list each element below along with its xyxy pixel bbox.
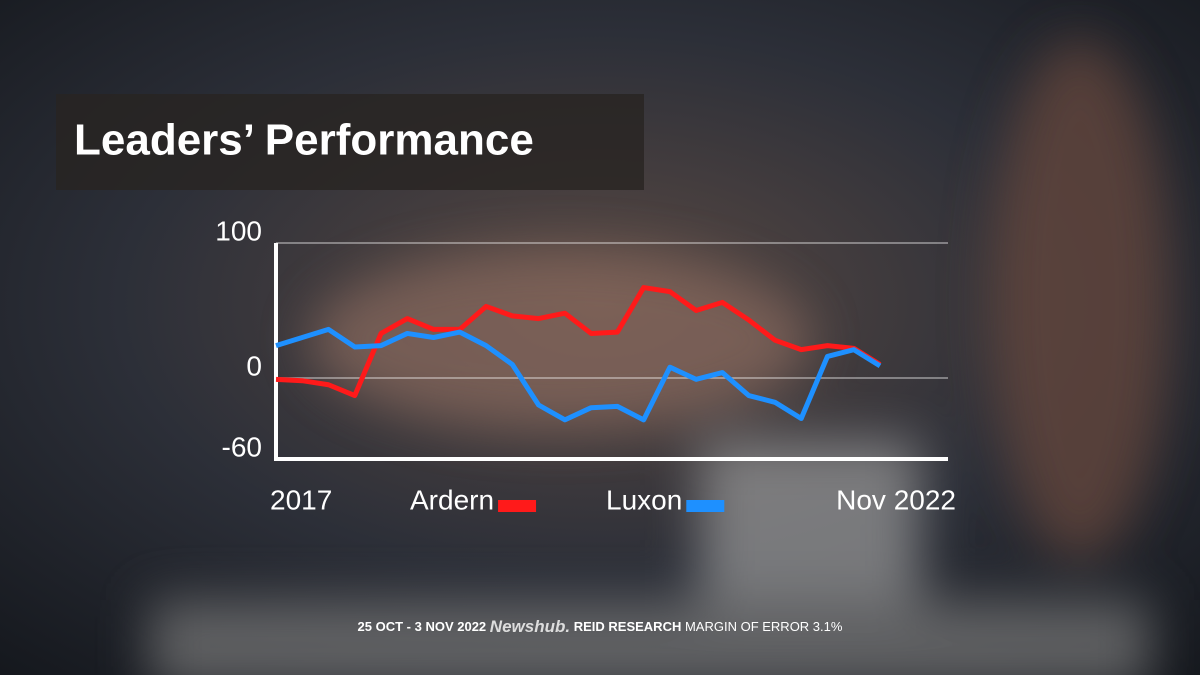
footer: 25 OCT - 3 NOV 2022 Newshub. REID RESEAR… [358, 617, 843, 636]
title-box [56, 94, 644, 190]
y-tick-label: -60 [222, 431, 262, 462]
x-tick-label: Nov 2022 [836, 484, 956, 515]
x-tick-label: 2017 [270, 484, 332, 515]
legend-swatch [498, 500, 537, 512]
background-photo [150, 40, 1170, 675]
legend-label: Ardern [410, 484, 494, 515]
footer-dates: 25 OCT - 3 NOV 2022 [358, 619, 487, 634]
legend-label: Luxon [606, 484, 682, 515]
footer-margin: MARGIN OF ERROR 3.1% [685, 619, 843, 634]
footer-brand: Newshub. [490, 617, 570, 636]
footer-pollster: REID RESEARCH [574, 619, 682, 634]
y-tick-label: 100 [215, 215, 262, 246]
legend-swatch [686, 500, 725, 512]
line [275, 326, 882, 423]
chart-title: Leaders’ Performance [74, 116, 534, 165]
y-tick-label: 0 [246, 350, 262, 381]
